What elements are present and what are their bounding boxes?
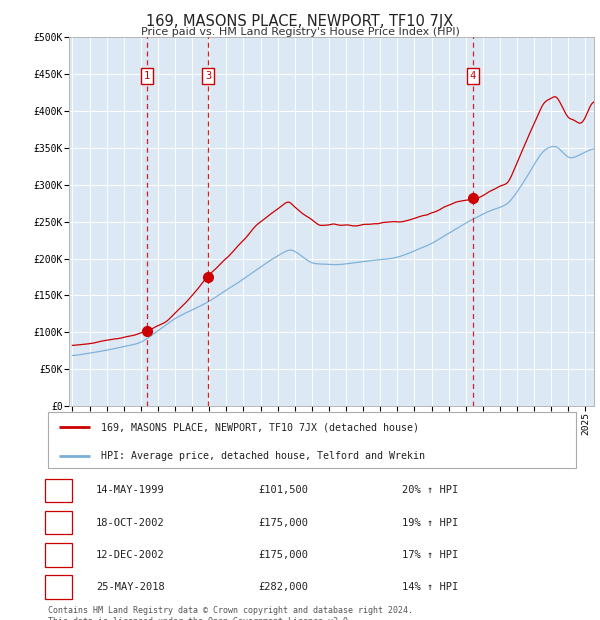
Text: 4: 4 (469, 71, 476, 81)
Text: 1: 1 (144, 71, 150, 81)
Text: 20% ↑ HPI: 20% ↑ HPI (402, 485, 458, 495)
Text: 12-DEC-2002: 12-DEC-2002 (96, 550, 165, 560)
Text: 14% ↑ HPI: 14% ↑ HPI (402, 582, 458, 592)
Text: £175,000: £175,000 (258, 550, 308, 560)
Text: 3: 3 (205, 71, 211, 81)
Text: £175,000: £175,000 (258, 518, 308, 528)
Text: 2: 2 (55, 518, 62, 528)
Text: Price paid vs. HM Land Registry's House Price Index (HPI): Price paid vs. HM Land Registry's House … (140, 27, 460, 37)
Text: HPI: Average price, detached house, Telford and Wrekin: HPI: Average price, detached house, Telf… (101, 451, 425, 461)
Text: 19% ↑ HPI: 19% ↑ HPI (402, 518, 458, 528)
Text: 17% ↑ HPI: 17% ↑ HPI (402, 550, 458, 560)
Text: £282,000: £282,000 (258, 582, 308, 592)
Text: 169, MASONS PLACE, NEWPORT, TF10 7JX (detached house): 169, MASONS PLACE, NEWPORT, TF10 7JX (de… (101, 422, 419, 432)
Text: 169, MASONS PLACE, NEWPORT, TF10 7JX: 169, MASONS PLACE, NEWPORT, TF10 7JX (146, 14, 454, 29)
Text: 14-MAY-1999: 14-MAY-1999 (96, 485, 165, 495)
Text: 3: 3 (55, 550, 62, 560)
Text: 1: 1 (55, 485, 62, 495)
Text: 18-OCT-2002: 18-OCT-2002 (96, 518, 165, 528)
Text: Contains HM Land Registry data © Crown copyright and database right 2024.
This d: Contains HM Land Registry data © Crown c… (48, 606, 413, 620)
Text: 25-MAY-2018: 25-MAY-2018 (96, 582, 165, 592)
Text: £101,500: £101,500 (258, 485, 308, 495)
Text: 4: 4 (55, 582, 62, 592)
